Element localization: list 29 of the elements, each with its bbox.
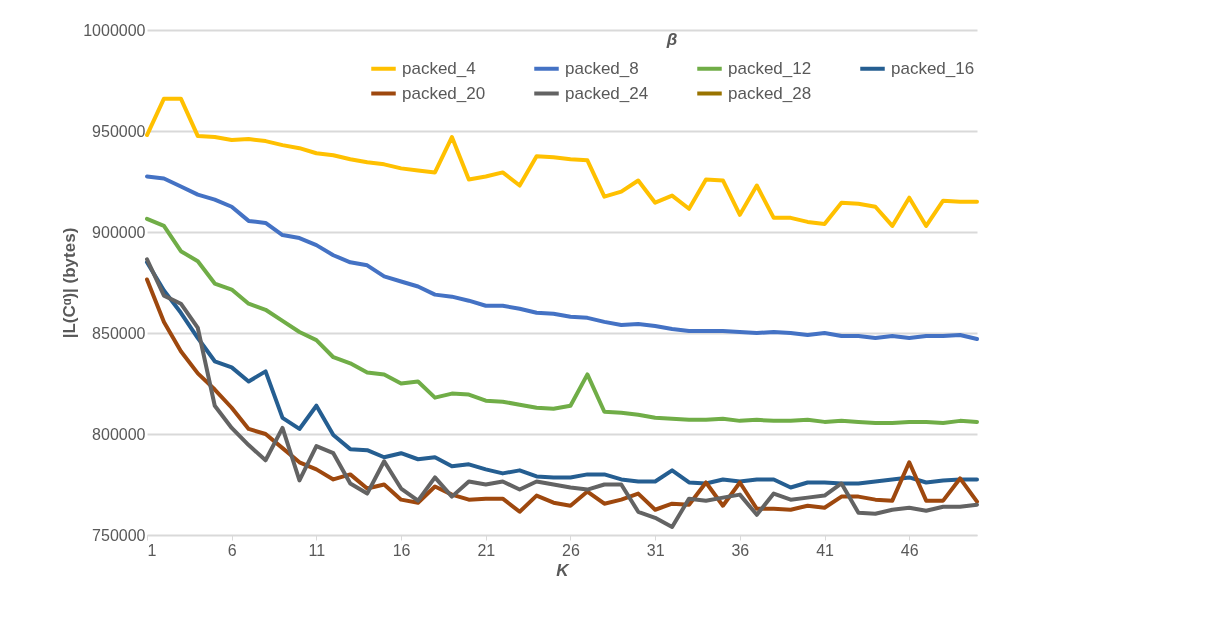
legend-label: packed_16 [891, 58, 975, 78]
y-tick-label: 900000 [92, 223, 146, 241]
y-axis-title: |L(Cᵅ)| (bytes) [60, 227, 80, 339]
x-tick-label: 6 [227, 541, 237, 559]
x-tick-label: 11 [308, 541, 326, 559]
y-tick-label: 950000 [92, 122, 146, 140]
y-tick-label: 800000 [92, 425, 146, 443]
x-tick-label: 36 [731, 541, 750, 559]
x-tick-label: 31 [646, 541, 665, 559]
y-tick-label: 750000 [92, 526, 146, 544]
line-series [145, 260, 979, 490]
x-tick-label: 21 [477, 541, 496, 559]
x-tick-label: 41 [816, 541, 835, 559]
x-tick-label: 1 [147, 541, 157, 559]
legend-label: packed_28 [728, 83, 812, 103]
x-tick-label: 46 [900, 541, 919, 559]
y-tick-label: 850000 [92, 324, 146, 342]
legend-title: β [665, 30, 678, 49]
x-tick-label: 16 [392, 541, 411, 559]
x-axis-title: K [556, 560, 571, 580]
legend-label: packed_12 [728, 58, 812, 78]
line-series [145, 174, 979, 342]
legend-label: packed_24 [565, 83, 649, 103]
y-tick-label: 1000000 [83, 21, 146, 39]
line-series [145, 216, 979, 425]
legend-label: packed_20 [402, 83, 486, 103]
legend-label: packed_8 [565, 58, 639, 78]
legend-label: packed_4 [402, 58, 476, 78]
x-tick-label: 26 [562, 541, 580, 559]
